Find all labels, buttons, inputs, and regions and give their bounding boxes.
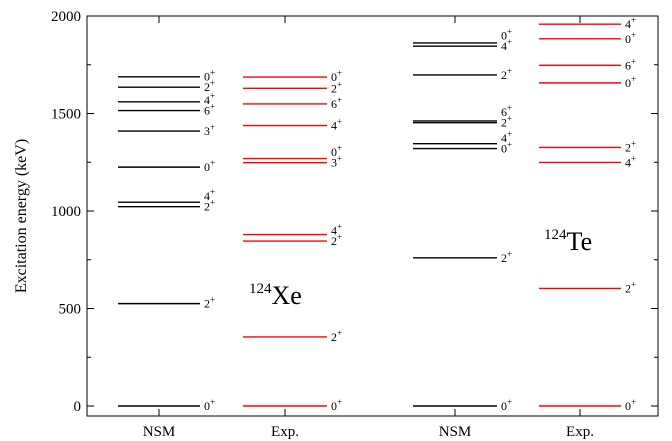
y-tick-label: 1000	[51, 204, 81, 220]
x-tick-label: NSM	[143, 424, 176, 440]
spin-parity-label: 2+	[501, 66, 512, 82]
spin-parity-label: 4+	[331, 117, 342, 133]
spin-parity-label: 0+	[625, 74, 636, 90]
spin-parity-label: 0+	[204, 158, 215, 174]
x-axis-labels: NSM Exp. NSM Exp.	[143, 16, 594, 440]
spin-parity-label: 0+	[204, 68, 215, 84]
y-axis-label: Excitation energy (keV)	[13, 139, 30, 293]
spin-parity-label: 2+	[331, 232, 342, 248]
spin-parity-label: 4+	[625, 15, 636, 31]
spin-parity-label: 2+	[204, 198, 215, 214]
spin-parity-label: 3+	[331, 154, 342, 170]
spin-parity-label: 0+	[625, 397, 636, 413]
spin-parity-label: 4+	[501, 129, 512, 145]
spin-parity-label: 4+	[501, 37, 512, 53]
energy-levels: 0+2+2+4+0+3+6+4+2+0+0+2+2+4+3+0+4+6+2+0+…	[118, 15, 636, 413]
nucleus-label: 124Xe	[249, 281, 302, 310]
spin-parity-label: 6+	[625, 56, 636, 72]
y-tick-label: 1500	[51, 107, 81, 123]
spin-parity-label: 2+	[204, 78, 215, 94]
spin-parity-label: 0+	[625, 30, 636, 46]
spin-parity-label: 4+	[204, 91, 215, 107]
x-tick-label: NSM	[439, 424, 472, 440]
y-tick-label: 2000	[51, 9, 81, 25]
spin-parity-label: 0+	[501, 397, 512, 413]
spin-parity-label: 4+	[331, 222, 342, 238]
spin-parity-label: 2+	[501, 114, 512, 130]
spin-parity-label: 2+	[331, 328, 342, 344]
x-tick-label: Exp.	[566, 424, 594, 440]
nucleus-label: 124Te	[544, 227, 592, 256]
spin-parity-label: 0+	[501, 27, 512, 43]
spin-parity-label: 0+	[331, 143, 342, 159]
spin-parity-label: 2+	[331, 79, 342, 95]
spin-parity-label: 6+	[204, 102, 215, 118]
spin-parity-label: 4+	[625, 153, 636, 169]
plot-frame	[86, 15, 659, 417]
plot-border	[86, 15, 659, 417]
y-tick-label: 500	[59, 302, 82, 318]
y-tick-label: 0	[74, 399, 82, 415]
spin-parity-label: 2+	[501, 249, 512, 265]
x-tick-label: Exp.	[271, 424, 299, 440]
spin-parity-label: 3+	[204, 122, 215, 138]
y-axis: 0 500 1000 1500 2000	[51, 9, 658, 415]
spin-parity-label: 0+	[501, 140, 512, 156]
spin-parity-label: 6+	[331, 95, 342, 111]
spin-parity-label: 0+	[331, 68, 342, 84]
spin-parity-label: 0+	[204, 397, 215, 413]
spin-parity-label: 2+	[625, 279, 636, 295]
spin-parity-label: 4+	[204, 187, 215, 203]
spin-parity-label: 2+	[204, 295, 215, 311]
spin-parity-label: 2+	[625, 138, 636, 154]
spin-parity-label: 0+	[331, 397, 342, 413]
nucleus-annotations: 124Xe 124Te	[249, 227, 592, 310]
spin-parity-label: 6+	[501, 103, 512, 119]
